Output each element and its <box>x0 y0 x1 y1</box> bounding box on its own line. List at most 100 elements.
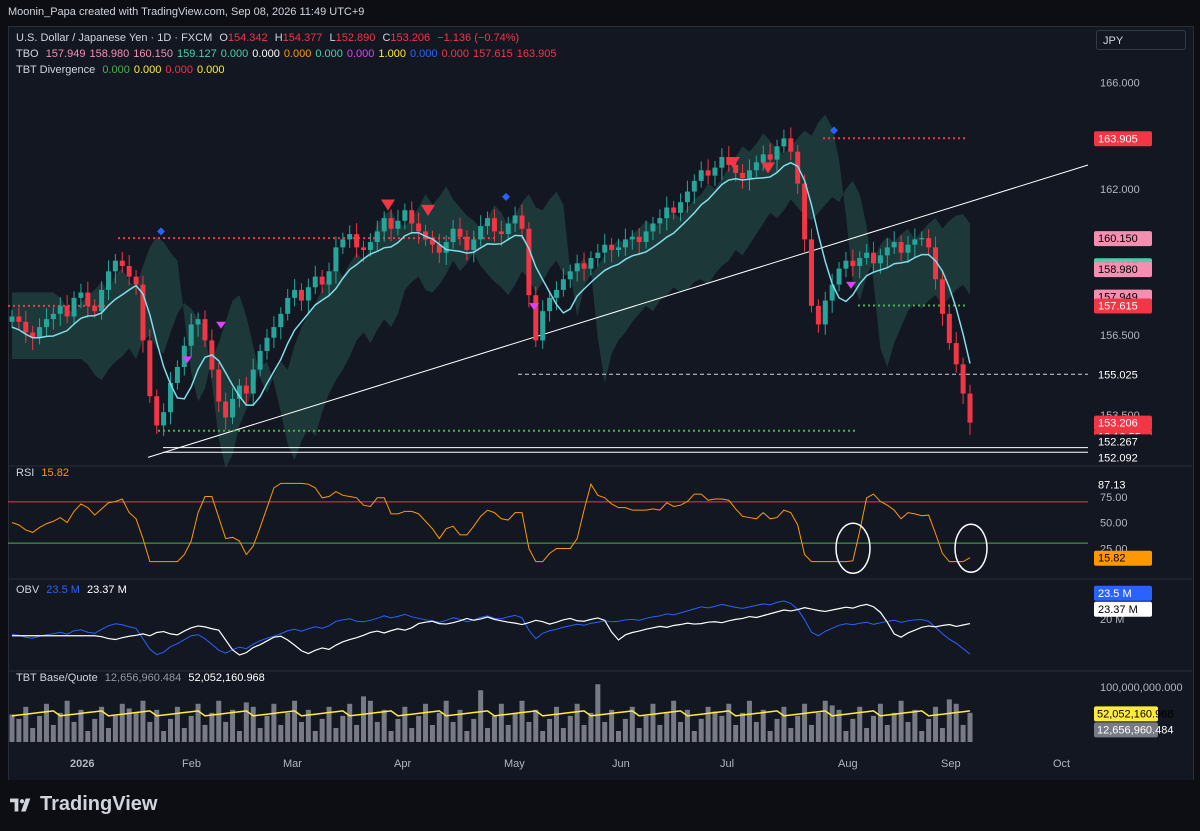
price-tag-bg <box>1094 415 1152 431</box>
volume-bar <box>760 709 766 742</box>
currency-button[interactable]: JPY <box>1096 30 1186 50</box>
chart-canvas[interactable]: 166.000162.000156.500153.500163.905160.1… <box>8 26 1192 779</box>
volume-bar <box>436 712 442 742</box>
rsi-annotation-circle <box>835 522 871 574</box>
legend-obv-label: OBV <box>16 584 40 596</box>
candle-body <box>16 316 22 322</box>
legend-close-label: C <box>382 32 391 44</box>
price-tag-bg <box>1094 450 1152 466</box>
legend-tbt-divergence: TBT Divergence 0.000 0.000 0.000 0.000 <box>16 64 228 76</box>
candle-body <box>526 228 532 296</box>
price-tag-label: 163.905 <box>1098 133 1138 145</box>
candle-body <box>264 337 270 352</box>
rsi-tag-label: 15.82 <box>1098 553 1126 565</box>
price-tag-label: 157.615 <box>1098 300 1138 312</box>
legend-high-label: H <box>274 32 283 44</box>
candle-body <box>788 138 794 152</box>
candle-body <box>891 242 897 248</box>
volume-bar <box>719 715 725 742</box>
volume-bar <box>354 724 360 742</box>
footer <box>0 780 1200 831</box>
candle-body <box>912 239 918 245</box>
volume-bar <box>864 727 870 742</box>
legend-base-quote-v2: 52,052,160.968 <box>188 672 265 684</box>
candle-body <box>126 265 132 277</box>
candle-body <box>292 289 298 298</box>
price-tag-label: 153.206 <box>1098 418 1138 430</box>
candle-body <box>815 305 821 325</box>
volume-bar <box>657 724 663 742</box>
volume-bar <box>168 718 174 742</box>
volume-bar <box>926 718 932 742</box>
candle-body <box>257 351 263 370</box>
rsi-tag-bg <box>1094 550 1152 566</box>
volume-bar <box>423 703 429 742</box>
legend-tbt-label: TBT Divergence <box>16 64 96 76</box>
legend-main-title: U.S. Dollar / Japanese Yen · 1D · FXCM <box>16 32 213 44</box>
pivot-diamond <box>502 192 510 201</box>
volume-bar <box>698 718 704 742</box>
legend-obv: OBV 23.5 M 23.37 M <box>16 584 131 596</box>
volume-bar <box>967 712 973 742</box>
volume-bar <box>312 731 318 742</box>
candle-body <box>871 252 877 264</box>
volume-bar <box>795 715 801 742</box>
volume-tag-bg <box>1094 722 1158 738</box>
candle-body <box>423 231 429 240</box>
price-axis-tick: 166.000 <box>1100 78 1140 90</box>
candle-body <box>71 297 77 317</box>
candle-body <box>230 398 236 418</box>
volume-bar <box>505 724 511 742</box>
candle-body <box>953 343 959 365</box>
volume-bar <box>298 721 304 742</box>
volume-bar <box>533 709 539 742</box>
candle-body <box>285 297 291 314</box>
legend-low: 152.890 <box>335 32 376 44</box>
candle-body <box>298 289 304 301</box>
candle-body <box>560 279 566 290</box>
candle-body <box>429 239 435 245</box>
volume-bar <box>43 703 49 742</box>
legend-rsi-label: RSI <box>16 467 35 479</box>
candle-body <box>168 382 174 413</box>
volume-bar <box>395 718 401 742</box>
volume-bar <box>609 709 615 742</box>
volume-bar <box>595 684 601 742</box>
candle-body <box>650 223 656 232</box>
volume-bar <box>105 727 111 742</box>
volume-bar <box>243 702 249 742</box>
chart-frame[interactable] <box>8 26 1194 781</box>
sell-signal-triangle <box>761 162 775 174</box>
candle-body <box>50 313 56 320</box>
volume-bar <box>629 706 635 742</box>
time-axis-label: Feb <box>182 758 201 770</box>
volume-bar <box>464 731 470 742</box>
legend-base-quote: TBT Base/Quote 12,656,960.484 52,052,160… <box>16 672 269 684</box>
candle-body <box>443 242 449 253</box>
legend-tbo-value-1: 158.980 <box>89 48 130 60</box>
candle-body <box>857 258 863 266</box>
volume-bar <box>174 706 180 742</box>
candle-body <box>622 239 628 248</box>
volume-bar <box>802 703 808 742</box>
candle-body <box>595 252 601 258</box>
candle-body <box>195 319 201 325</box>
legend-obv-signal: 23.37 M <box>87 584 127 596</box>
volume-bar <box>429 724 435 742</box>
volume-bar <box>939 727 945 742</box>
candle-body <box>678 202 684 213</box>
volume-bar <box>588 712 594 742</box>
volume-bar <box>257 727 263 742</box>
volume-bar <box>857 706 863 742</box>
legend-rsi-value: 15.82 <box>41 467 69 479</box>
volume-bar <box>705 706 711 742</box>
tradingview-logo[interactable]: TradingView <box>10 793 157 816</box>
candle-body <box>933 247 939 280</box>
volume-bar <box>119 703 125 742</box>
volume-bar <box>781 706 787 742</box>
legend-tbo-value-7: 0.000 <box>315 48 343 60</box>
volume-bar <box>188 715 194 742</box>
volume-bar <box>85 731 91 742</box>
volume-bar <box>57 712 63 742</box>
sell-signal-triangle <box>726 157 740 168</box>
